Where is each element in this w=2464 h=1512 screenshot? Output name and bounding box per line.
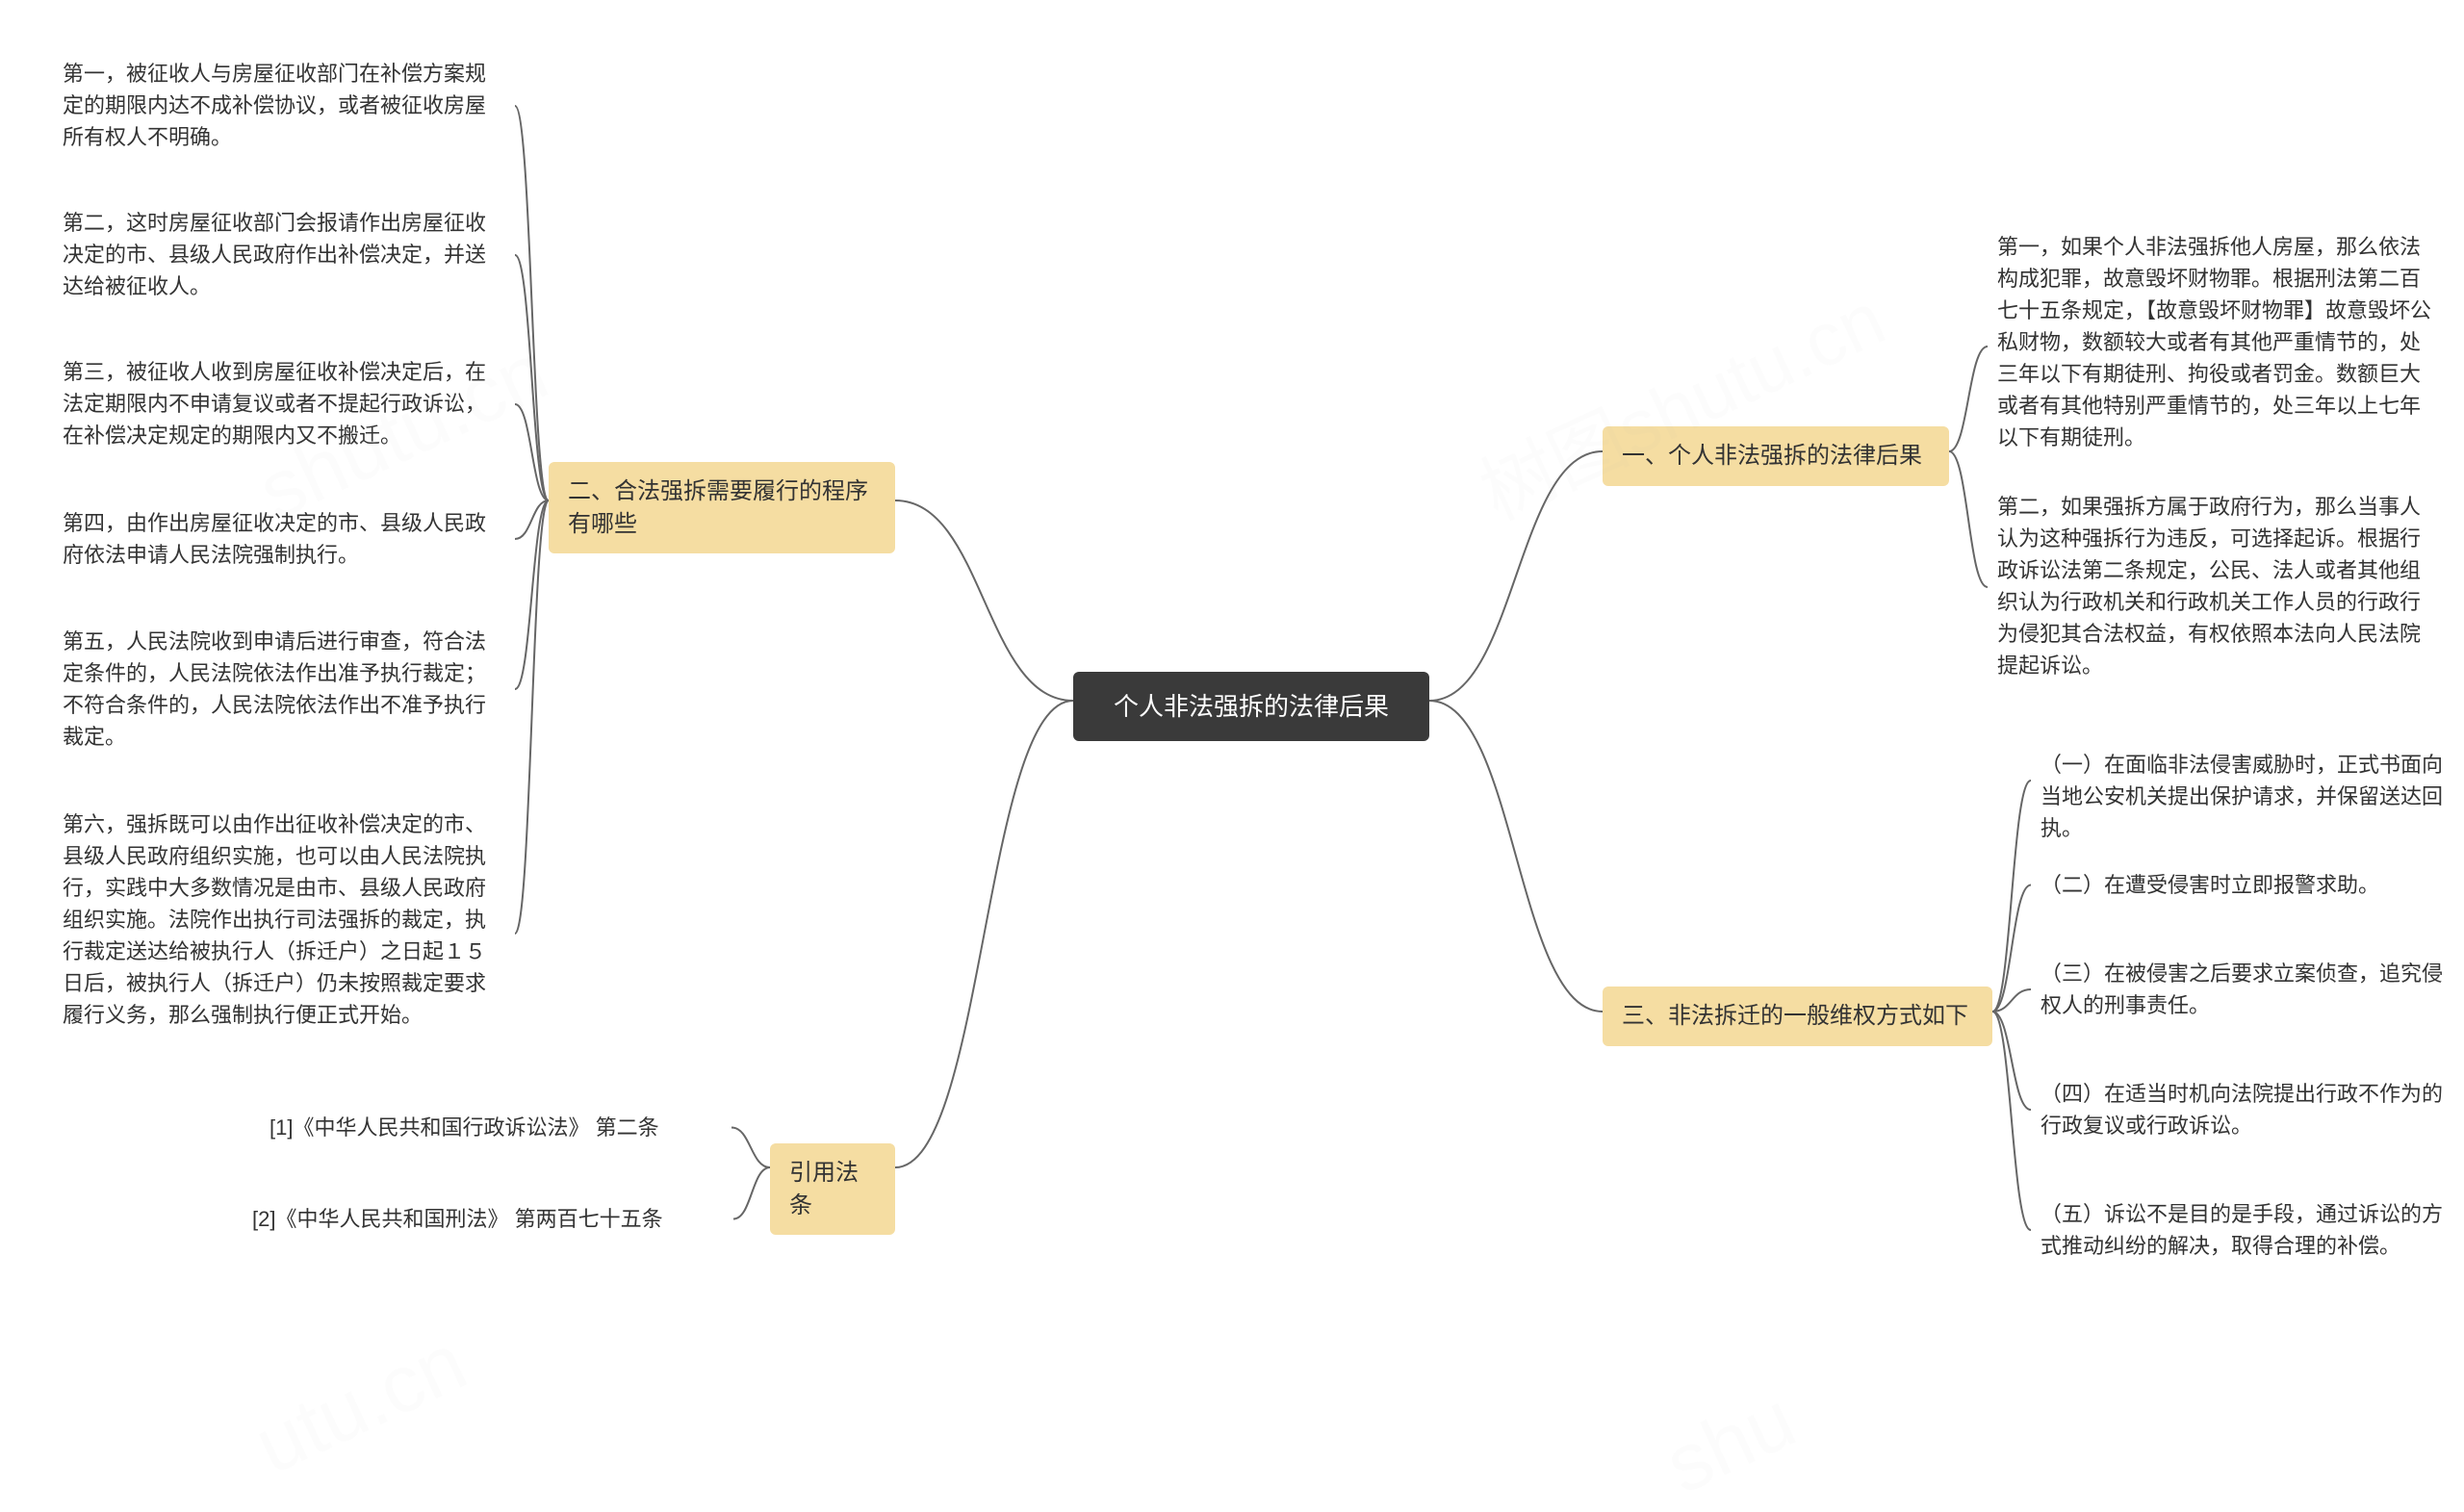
leaf-l_ref-0: [1]《中华人民共和国行政诉讼法》 第二条 (270, 1112, 712, 1143)
leaf-r3-1: （二）在遭受侵害时立即报警求助。 (2040, 869, 2454, 901)
leaf-l2-3: 第四，由作出房屋征收决定的市、县级人民政府依法申请人民法院强制执行。 (63, 507, 505, 571)
watermark-1: 树图shutu.cn (1460, 260, 1899, 541)
watermark-3: shu (1652, 1372, 1810, 1512)
watermark-2: utu.cn (241, 1315, 479, 1493)
leaf-l2-0: 第一，被征收人与房屋征收部门在补偿方案规定的期限内达不成补偿协议，或者被征收房屋… (63, 58, 505, 153)
root-node: 个人非法强拆的法律后果 (1073, 672, 1429, 741)
leaf-r3-3: （四）在适当时机向法院提出行政不作为的行政复议或行政诉讼。 (2040, 1078, 2454, 1141)
leaf-r3-0: （一）在面临非法侵害威胁时，正式书面向当地公安机关提出保护请求，并保留送达回执。 (2040, 749, 2454, 844)
leaf-l_ref-1: [2]《中华人民共和国刑法》 第两百七十五条 (252, 1203, 695, 1235)
leaf-l2-5: 第六，强拆既可以由作出征收补偿决定的市、县级人民政府组织实施，也可以由人民法院执… (63, 808, 505, 1031)
branch-r3: 三、非法拆迁的一般维权方式如下 (1603, 987, 1992, 1046)
branch-l_ref: 引用法条 (770, 1143, 895, 1235)
branch-r1: 一、个人非法强拆的法律后果 (1603, 426, 1949, 486)
leaf-r3-4: （五）诉讼不是目的是手段，通过诉讼的方式推动纠纷的解决，取得合理的补偿。 (2040, 1198, 2454, 1262)
leaf-l2-4: 第五，人民法院收到申请后进行审查，符合法定条件的，人民法院依法作出准予执行裁定；… (63, 626, 505, 753)
leaf-r3-2: （三）在被侵害之后要求立案侦查，追究侵权人的刑事责任。 (2040, 958, 2454, 1021)
branch-l2: 二、合法强拆需要履行的程序有哪些 (549, 462, 895, 553)
leaf-r1-0: 第一，如果个人非法强拆他人房屋，那么依法构成犯罪，故意毁坏财物罪。根据刑法第二百… (1997, 231, 2440, 453)
leaf-r1-1: 第二，如果强拆方属于政府行为，那么当事人认为这种强拆行为违反，可选择起诉。根据行… (1997, 491, 2440, 681)
leaf-l2-1: 第二，这时房屋征收部门会报请作出房屋征收决定的市、县级人民政府作出补偿决定，并送… (63, 207, 505, 302)
leaf-l2-2: 第三，被征收人收到房屋征收补偿决定后，在法定期限内不申请复议或者不提起行政诉讼，… (63, 356, 505, 451)
